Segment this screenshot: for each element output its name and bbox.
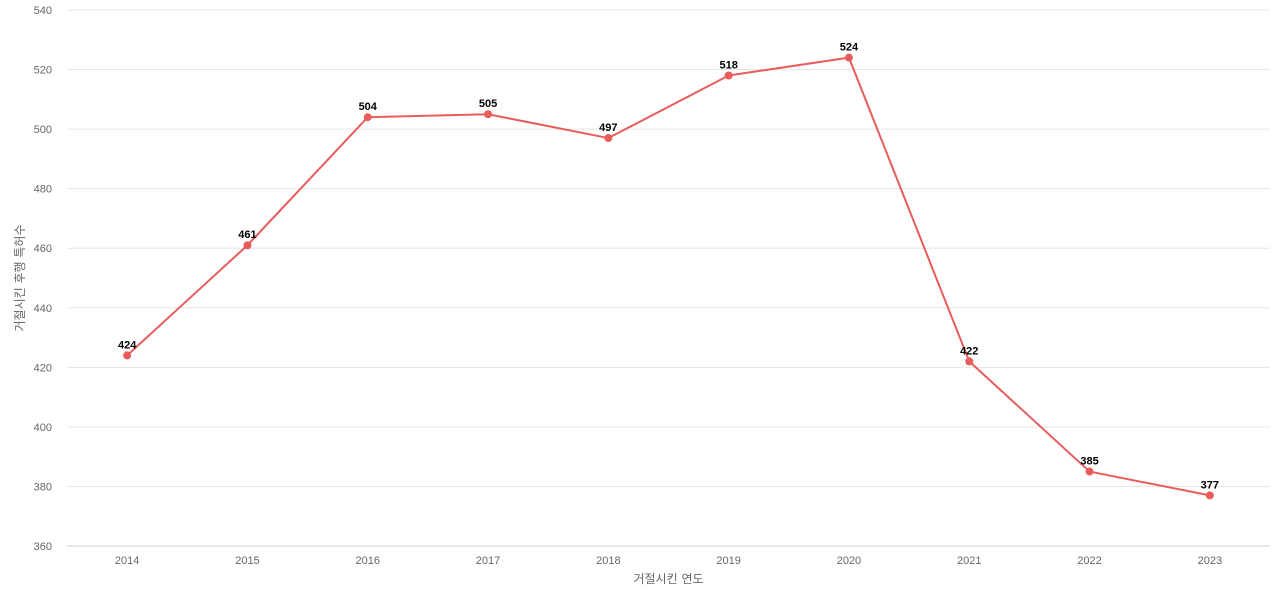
data-label: 461 — [238, 229, 256, 241]
y-tick-label: 440 — [34, 303, 52, 315]
data-label: 505 — [479, 98, 497, 110]
y-tick-label: 460 — [34, 243, 52, 255]
data-label: 504 — [359, 101, 378, 113]
data-label: 422 — [960, 345, 978, 357]
data-point — [604, 134, 613, 143]
y-tick-label: 520 — [34, 65, 52, 77]
y-axis-title: 거절시킨 후행 특허수 — [12, 225, 27, 332]
y-tick-label: 380 — [34, 481, 52, 493]
x-tick-label: 2021 — [957, 555, 981, 567]
x-tick-label: 2017 — [476, 555, 500, 567]
data-label: 377 — [1201, 479, 1219, 491]
series — [123, 53, 1214, 500]
data-point — [965, 357, 974, 366]
data-point — [243, 241, 252, 250]
y-tick-label: 500 — [34, 124, 52, 136]
data-point — [1205, 491, 1214, 500]
data-label: 524 — [840, 42, 859, 54]
grid — [67, 9, 1270, 547]
y-axis-ticks: 360 380 400 420 440 460 480 500 520 540 — [34, 5, 52, 553]
y-tick-label: 420 — [34, 362, 52, 374]
x-tick-label: 2020 — [837, 555, 861, 567]
data-point — [844, 53, 853, 62]
y-tick-label: 360 — [34, 541, 52, 553]
data-label: 424 — [118, 339, 137, 351]
data-point — [363, 113, 372, 122]
x-tick-label: 2018 — [596, 555, 620, 567]
data-label: 518 — [719, 60, 737, 72]
data-point — [123, 351, 132, 360]
data-point — [724, 71, 733, 80]
x-axis-ticks: 2014 2015 2016 2017 2018 2019 2020 2021 2022 2023 — [115, 555, 1222, 567]
x-tick-label: 2016 — [356, 555, 380, 567]
y-tick-label: 540 — [34, 5, 52, 17]
data-label: 385 — [1080, 456, 1098, 468]
data-labels: 424 461 504 505 497 518 524 422 385 377 — [118, 42, 1219, 492]
x-tick-label: 2023 — [1198, 555, 1222, 567]
x-axis-title: 거절시킨 연도 — [633, 572, 703, 586]
data-point — [1085, 467, 1094, 476]
x-tick-label: 2015 — [235, 555, 259, 567]
x-tick-label: 2014 — [115, 555, 139, 567]
x-tick-label: 2019 — [716, 555, 740, 567]
y-tick-label: 400 — [34, 422, 52, 434]
x-tick-label: 2022 — [1077, 555, 1101, 567]
data-label: 497 — [599, 122, 617, 134]
series-line — [126, 56, 1211, 497]
data-point — [484, 110, 493, 119]
y-tick-label: 480 — [34, 184, 52, 196]
